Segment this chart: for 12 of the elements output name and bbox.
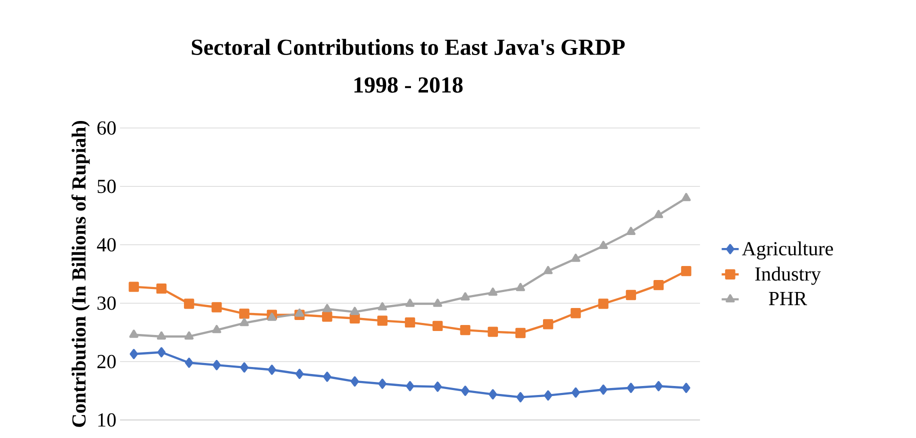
legend-label: Agriculture (742, 241, 833, 260)
chart-subtitle: 1998 - 2018 (354, 77, 463, 93)
y-axis-title: Contribution (In Billions of Rupiah) (71, 120, 90, 427)
y-tick-label: 30 (98, 296, 116, 310)
legend-label: PHR (768, 292, 808, 306)
y-tick-label: 10 (98, 413, 116, 427)
y-tick-label: 60 (97, 121, 116, 135)
y-tick-label: 40 (96, 238, 116, 252)
legend-label: Industry (755, 266, 821, 285)
y-tick-label: 50 (98, 180, 116, 194)
chart-title: Sectoral Contributions to East Java's GRDP (192, 38, 625, 56)
y-tick-label: 20 (97, 354, 116, 368)
